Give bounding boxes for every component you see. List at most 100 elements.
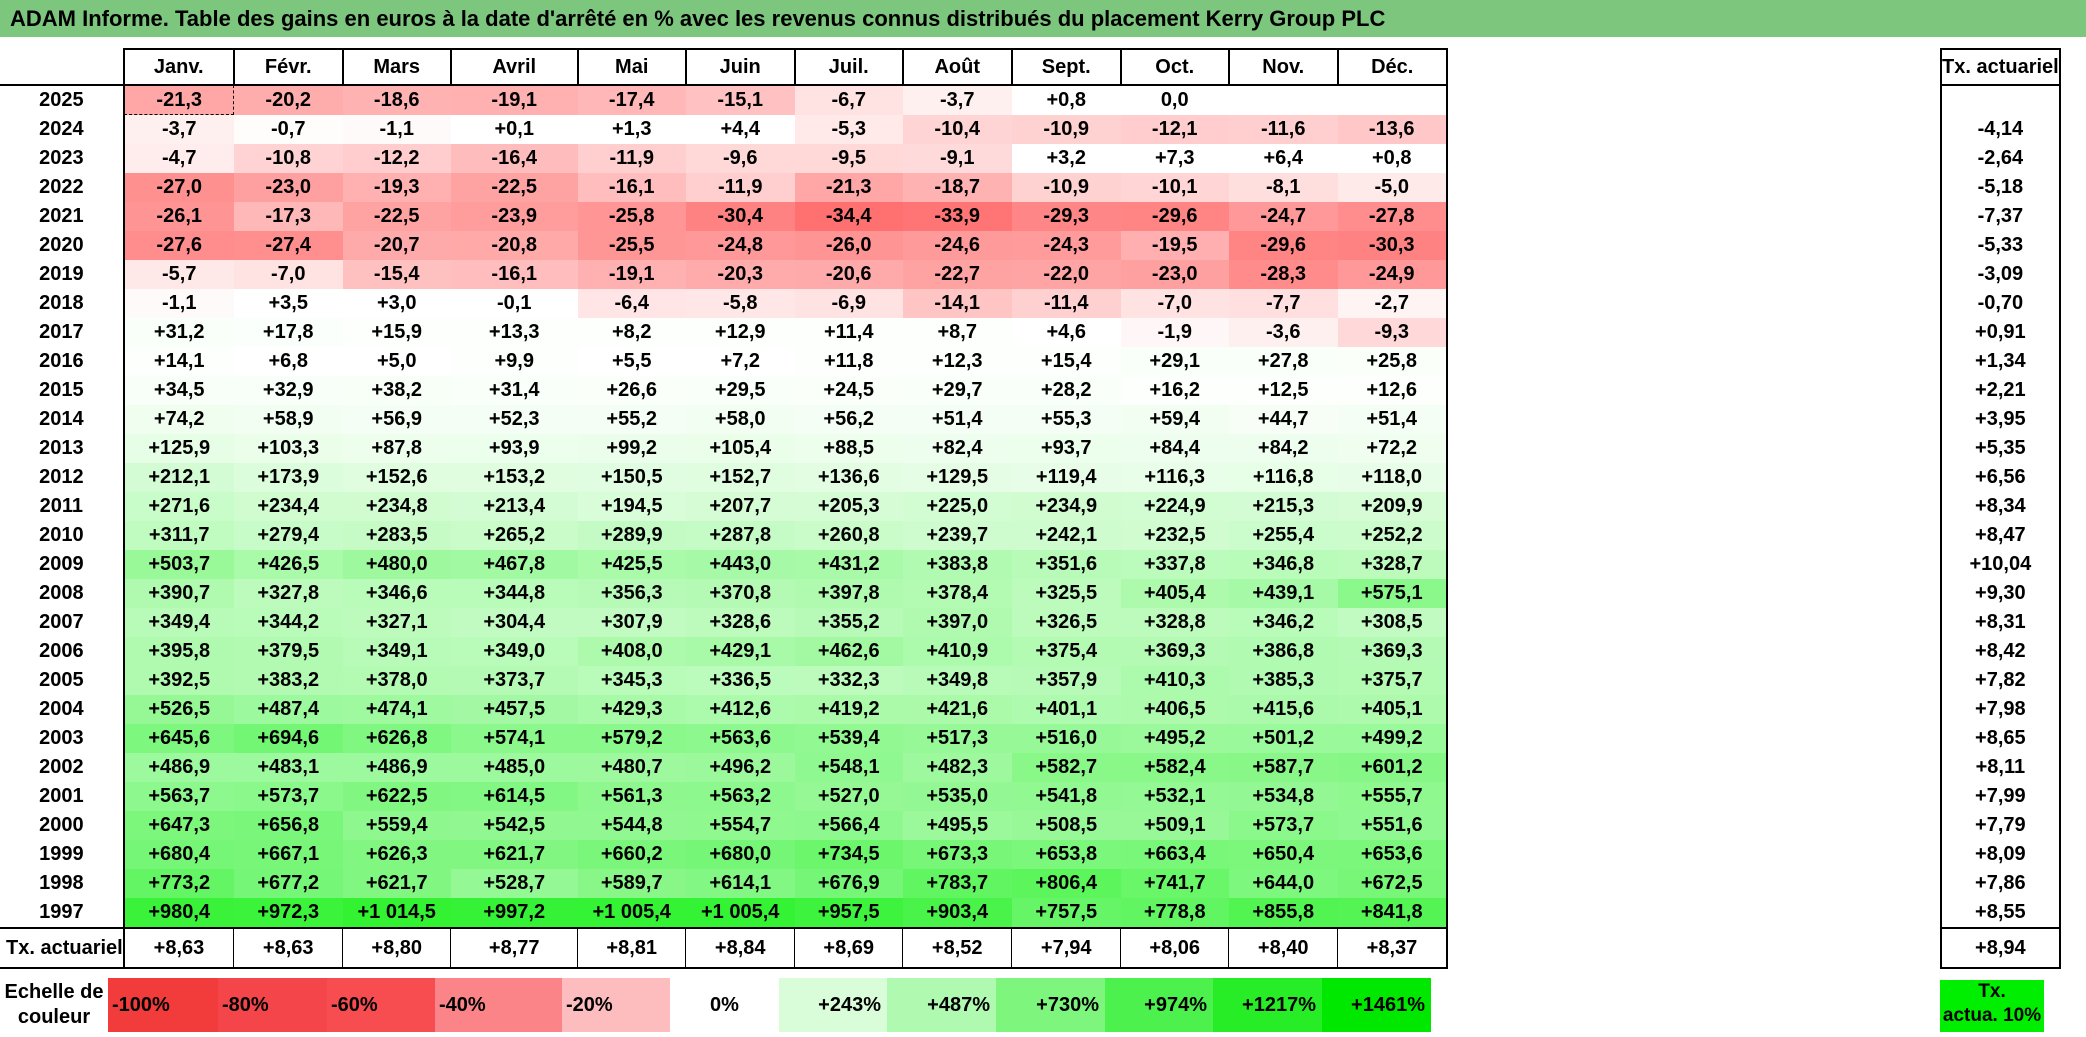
gain-cell[interactable]: -11,9 [685,173,795,202]
gain-cell[interactable]: +395,8 [122,637,234,666]
gain-cell[interactable]: +116,8 [1228,463,1338,492]
gain-cell[interactable]: +517,3 [902,724,1012,753]
gain-cell[interactable]: -30,3 [1337,231,1448,260]
gain-cell[interactable]: -20,8 [450,231,578,260]
gain-cell[interactable]: +589,7 [577,869,686,898]
gain-cell[interactable]: +260,8 [794,521,903,550]
gain-cell[interactable]: +304,4 [450,608,578,637]
gain-cell[interactable]: +694,6 [233,724,343,753]
gain-cell[interactable]: -16,4 [450,144,578,173]
gain-cell[interactable]: +32,9 [233,376,343,405]
gain-cell[interactable]: -11,9 [577,144,686,173]
gain-cell[interactable]: +234,9 [1011,492,1121,521]
gain-cell[interactable]: +575,1 [1337,579,1448,608]
gain-cell[interactable]: -15,4 [342,260,451,289]
gain-cell[interactable]: -18,7 [902,173,1012,202]
gain-cell[interactable]: +349,0 [450,637,578,666]
gain-cell[interactable]: +12,3 [902,347,1012,376]
gain-cell[interactable]: -1,1 [342,115,451,144]
gain-cell[interactable]: +541,8 [1011,782,1121,811]
gain-cell[interactable]: -11,6 [1228,115,1338,144]
gain-cell[interactable]: -7,0 [1120,289,1229,318]
gain-cell[interactable]: +778,8 [1120,898,1229,928]
gain-cell[interactable]: +483,1 [233,753,343,782]
gain-cell[interactable]: +29,7 [902,376,1012,405]
gain-cell[interactable]: +271,6 [122,492,234,521]
gain-cell[interactable]: +554,7 [685,811,795,840]
gain-cell[interactable]: +5,5 [577,347,686,376]
gain-cell[interactable]: +626,8 [342,724,451,753]
gain-cell[interactable]: +205,3 [794,492,903,521]
gain-cell[interactable]: +349,4 [122,608,234,637]
gain-cell[interactable]: +56,9 [342,405,451,434]
gain-cell[interactable]: +397,0 [902,608,1012,637]
gain-cell[interactable]: -29,6 [1120,202,1229,231]
gain-cell[interactable]: +680,0 [685,840,795,869]
gain-cell[interactable]: +328,8 [1120,608,1229,637]
gain-cell[interactable]: -16,1 [450,260,578,289]
gain-cell[interactable]: +528,7 [450,869,578,898]
gain-cell[interactable]: +369,3 [1337,637,1448,666]
gain-cell[interactable]: +482,3 [902,753,1012,782]
gain-cell[interactable]: +551,6 [1337,811,1448,840]
gain-cell[interactable]: +480,7 [577,753,686,782]
gain-cell[interactable]: -5,0 [1337,173,1448,202]
gain-cell[interactable]: +653,6 [1337,840,1448,869]
gain-cell[interactable]: +412,6 [685,695,795,724]
gain-cell[interactable]: -22,0 [1011,260,1121,289]
gain-cell[interactable]: +526,5 [122,695,234,724]
gain-cell[interactable]: +980,4 [122,898,234,928]
gain-cell[interactable]: +349,8 [902,666,1012,695]
gain-cell[interactable]: +582,7 [1011,753,1121,782]
gain-cell[interactable]: -3,7 [122,115,234,144]
gain-cell[interactable]: +308,5 [1337,608,1448,637]
gain-cell[interactable]: +6,8 [233,347,343,376]
gain-cell[interactable]: -26,0 [794,231,903,260]
gain-cell[interactable]: +287,8 [685,521,795,550]
gain-cell[interactable]: +349,1 [342,637,451,666]
gain-cell[interactable]: +855,8 [1228,898,1338,928]
gain-cell[interactable]: -10,9 [1011,115,1121,144]
gain-cell[interactable]: +656,8 [233,811,343,840]
gain-cell[interactable]: +741,7 [1120,869,1229,898]
gain-cell[interactable]: +5,0 [342,347,451,376]
gain-cell[interactable]: +457,5 [450,695,578,724]
gain-cell[interactable]: -12,2 [342,144,451,173]
gain-cell[interactable]: -25,5 [577,231,686,260]
gain-cell[interactable]: +125,9 [122,434,234,463]
gain-cell[interactable]: +660,2 [577,840,686,869]
gain-cell[interactable]: +614,1 [685,869,795,898]
gain-cell[interactable]: +328,6 [685,608,795,637]
gain-cell[interactable]: +26,6 [577,376,686,405]
gain-cell[interactable]: +105,4 [685,434,795,463]
gain-cell[interactable]: +215,3 [1228,492,1338,521]
gain-cell[interactable]: +346,2 [1228,608,1338,637]
gain-cell[interactable]: +509,1 [1120,811,1229,840]
gain-cell[interactable]: -28,3 [1228,260,1338,289]
gain-cell[interactable]: +410,3 [1120,666,1229,695]
gain-cell[interactable]: +326,5 [1011,608,1121,637]
gain-cell[interactable]: +337,8 [1120,550,1229,579]
gain-cell[interactable]: +614,5 [450,782,578,811]
gain-cell[interactable]: +676,9 [794,869,903,898]
gain-cell[interactable]: -6,9 [794,289,903,318]
gain-cell[interactable]: +503,7 [122,550,234,579]
gain-cell[interactable]: -9,5 [794,144,903,173]
gain-cell[interactable]: -29,3 [1011,202,1121,231]
gain-cell[interactable]: -11,4 [1011,289,1121,318]
gain-cell[interactable]: +667,1 [233,840,343,869]
gain-cell[interactable]: -2,7 [1337,289,1448,318]
gain-cell[interactable]: +495,5 [902,811,1012,840]
gain-cell[interactable]: +9,9 [450,347,578,376]
gain-cell[interactable]: +425,5 [577,550,686,579]
gain-cell[interactable]: +16,2 [1120,376,1229,405]
gain-cell[interactable]: +501,2 [1228,724,1338,753]
gain-cell[interactable]: +336,5 [685,666,795,695]
gain-cell[interactable]: +644,0 [1228,869,1338,898]
gain-cell[interactable]: +1 014,5 [342,898,451,928]
gain-cell[interactable]: +224,9 [1120,492,1229,521]
gain-cell[interactable]: +841,8 [1337,898,1448,928]
gain-cell[interactable]: +93,9 [450,434,578,463]
gain-cell[interactable]: +17,8 [233,318,343,347]
gain-cell[interactable]: +555,7 [1337,782,1448,811]
